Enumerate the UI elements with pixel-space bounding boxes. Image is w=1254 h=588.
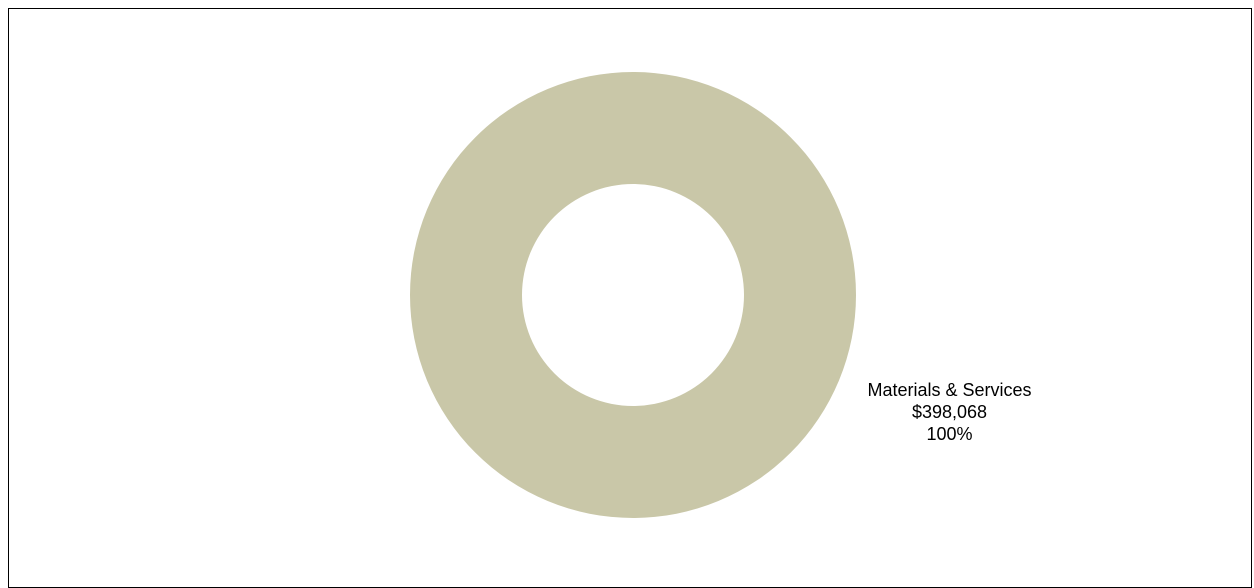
donut-slice-0 — [410, 72, 856, 518]
slice-data-label: Materials & Services $398,068 100% — [832, 379, 1067, 445]
slice-value-label: $398,068 — [911, 402, 988, 422]
slice-percent-label: 100% — [926, 424, 973, 444]
donut-slices — [410, 72, 856, 518]
slice-category-label: Materials & Services — [867, 380, 1032, 400]
